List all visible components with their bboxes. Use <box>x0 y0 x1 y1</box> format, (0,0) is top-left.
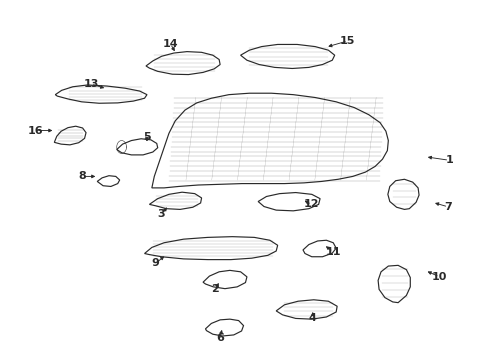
Text: 6: 6 <box>216 333 224 343</box>
Text: 11: 11 <box>325 247 340 257</box>
Text: 16: 16 <box>28 126 43 135</box>
Polygon shape <box>54 126 86 145</box>
Polygon shape <box>117 139 158 155</box>
Polygon shape <box>377 265 409 303</box>
Polygon shape <box>258 193 320 211</box>
Text: 7: 7 <box>444 202 451 212</box>
Polygon shape <box>240 44 334 68</box>
Text: 13: 13 <box>83 79 99 89</box>
Polygon shape <box>387 179 418 210</box>
Text: 1: 1 <box>445 155 452 165</box>
Text: 8: 8 <box>79 171 86 181</box>
Text: 5: 5 <box>143 132 150 142</box>
Polygon shape <box>276 300 336 319</box>
Polygon shape <box>203 270 246 289</box>
Text: 3: 3 <box>158 209 165 219</box>
Polygon shape <box>97 176 120 186</box>
Text: 2: 2 <box>211 284 219 294</box>
Text: 12: 12 <box>304 199 319 210</box>
Polygon shape <box>144 237 277 260</box>
Text: 15: 15 <box>340 36 355 46</box>
Text: 4: 4 <box>308 313 316 323</box>
Text: 14: 14 <box>162 39 178 49</box>
Polygon shape <box>149 192 201 210</box>
Polygon shape <box>146 51 220 75</box>
Text: 9: 9 <box>151 258 160 268</box>
Polygon shape <box>205 319 243 336</box>
Polygon shape <box>55 85 147 103</box>
Text: 10: 10 <box>431 272 447 282</box>
Polygon shape <box>152 93 387 188</box>
Polygon shape <box>303 240 335 257</box>
